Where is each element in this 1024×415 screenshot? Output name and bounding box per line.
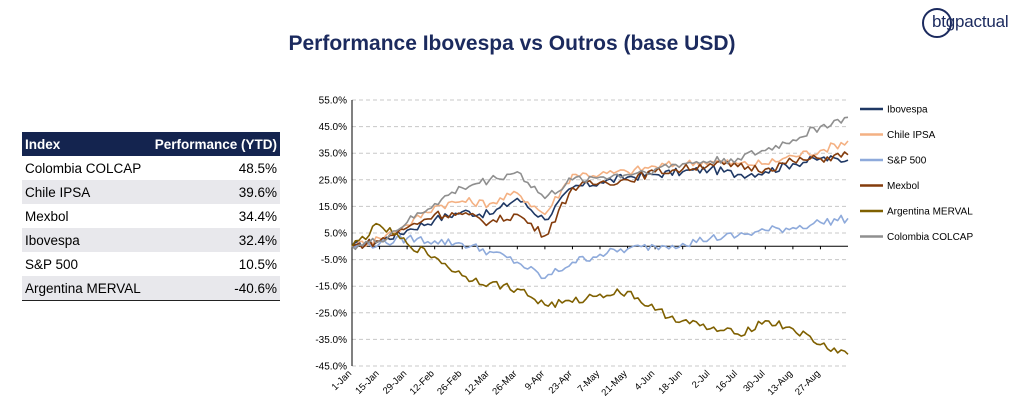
x-tick-label: 26-Feb [435,368,464,397]
cell-index: Mexbol [25,208,69,224]
legend-label: Colombia COLCAP [887,232,973,243]
series-line-ibovespa [351,155,849,249]
x-tick-label: 30-Jul [741,368,767,394]
series-line-colombia-colcap [351,116,849,251]
table-row: Argentina MERVAL -40.6% [22,276,280,301]
cell-performance: 48.5% [238,160,277,176]
x-tick-label: 13-Aug [766,368,795,397]
cell-performance: 10.5% [238,256,277,272]
y-tick-label: 55.0% [319,96,347,107]
table-row: Chile IPSA 39.6% [22,180,280,204]
y-tick-label: -25.0% [315,308,347,319]
x-tick-label: 2-Jul [690,368,712,390]
x-tick-label: 15-Jan [353,368,381,396]
series-line-s-p-500 [351,214,849,280]
cell-index: Colombia COLCAP [25,160,142,176]
x-axis: 1-Jan 15-Jan 29-Jan12-Feb26-Feb12-Mar26-Ma… [330,246,823,399]
legend-label: S&P 500 [887,156,927,167]
logo-circle-icon [922,8,952,38]
y-tick-label: 5.0% [324,229,347,240]
series-line-chile-ipsa [351,140,849,250]
x-tick-label: 23-Apr [547,368,575,396]
page-title: Performance Ibovespa vs Outros (base USD… [288,32,736,55]
x-tick-label: 12-Mar [463,368,492,397]
x-tick-label: 27-Aug [793,368,822,397]
performance-table: Index Performance (YTD) Colombia COLCAP … [22,132,280,301]
brand-logo: btgpactual [922,6,1022,40]
column-header-performance: Performance (YTD) [147,132,280,156]
cell-index: Chile IPSA [22,180,148,204]
y-tick-label: -5.0% [321,255,347,266]
series-layer [351,116,849,355]
cell-index: Ibovespa [22,228,148,252]
cell-index: S&P 500 [25,256,79,272]
y-tick-label: -45.0% [315,362,347,373]
cell-performance: 34.4% [238,208,277,224]
table-header-row: Index Performance (YTD) [22,132,280,156]
y-tick-label: 45.0% [319,122,347,133]
x-tick-label: 29-Jan [381,368,409,396]
x-tick-label: 12-Feb [408,368,437,397]
legend: Ibovespa Chile IPSA S&P 500 Mexbol Argentina… [860,105,973,243]
x-tick-label: 16-Jul [714,368,740,394]
y-tick-label: 25.0% [319,175,347,186]
x-tick-label: 18-Jun [656,368,684,396]
legend-label: Argentina MERVAL [887,207,973,218]
series-line-argentina-merval [351,222,849,355]
table-row: S&P 500 10.5% [22,252,280,276]
x-tick-label: 21-May [599,368,629,398]
legend-label: Chile IPSA [887,130,936,141]
y-tick-label: 15.0% [319,202,347,213]
y-tick-label: -15.0% [315,282,347,293]
cell-index: Argentina MERVAL [22,276,148,301]
y-axis: 55.0% 45.0% 35.0% 25.0% 15.0% 5.0% -5.0% -15.0%… [315,96,353,373]
cell-performance: -40.6% [147,276,280,301]
table-row: Mexbol 34.4% [22,204,280,228]
legend-label: Ibovespa [887,105,928,116]
series-line-mexbol [351,151,849,249]
y-tick-label: -35.0% [315,335,347,346]
x-tick-label: 9-Apr [523,368,547,392]
legend-label: Mexbol [887,181,919,192]
x-tick-label: 4-Jun [633,368,658,393]
x-tick-label: 26-Mar [490,368,519,397]
table-row: Ibovespa 32.4% [22,228,280,252]
cell-performance: 39.6% [147,180,280,204]
y-tick-label: 35.0% [319,149,347,160]
table-row: Colombia COLCAP 48.5% [22,156,280,180]
grid-layer [352,99,848,367]
column-header-index: Index [22,132,148,156]
logo-text: btgpactual [932,12,1009,31]
cell-performance: 32.4% [147,228,280,252]
